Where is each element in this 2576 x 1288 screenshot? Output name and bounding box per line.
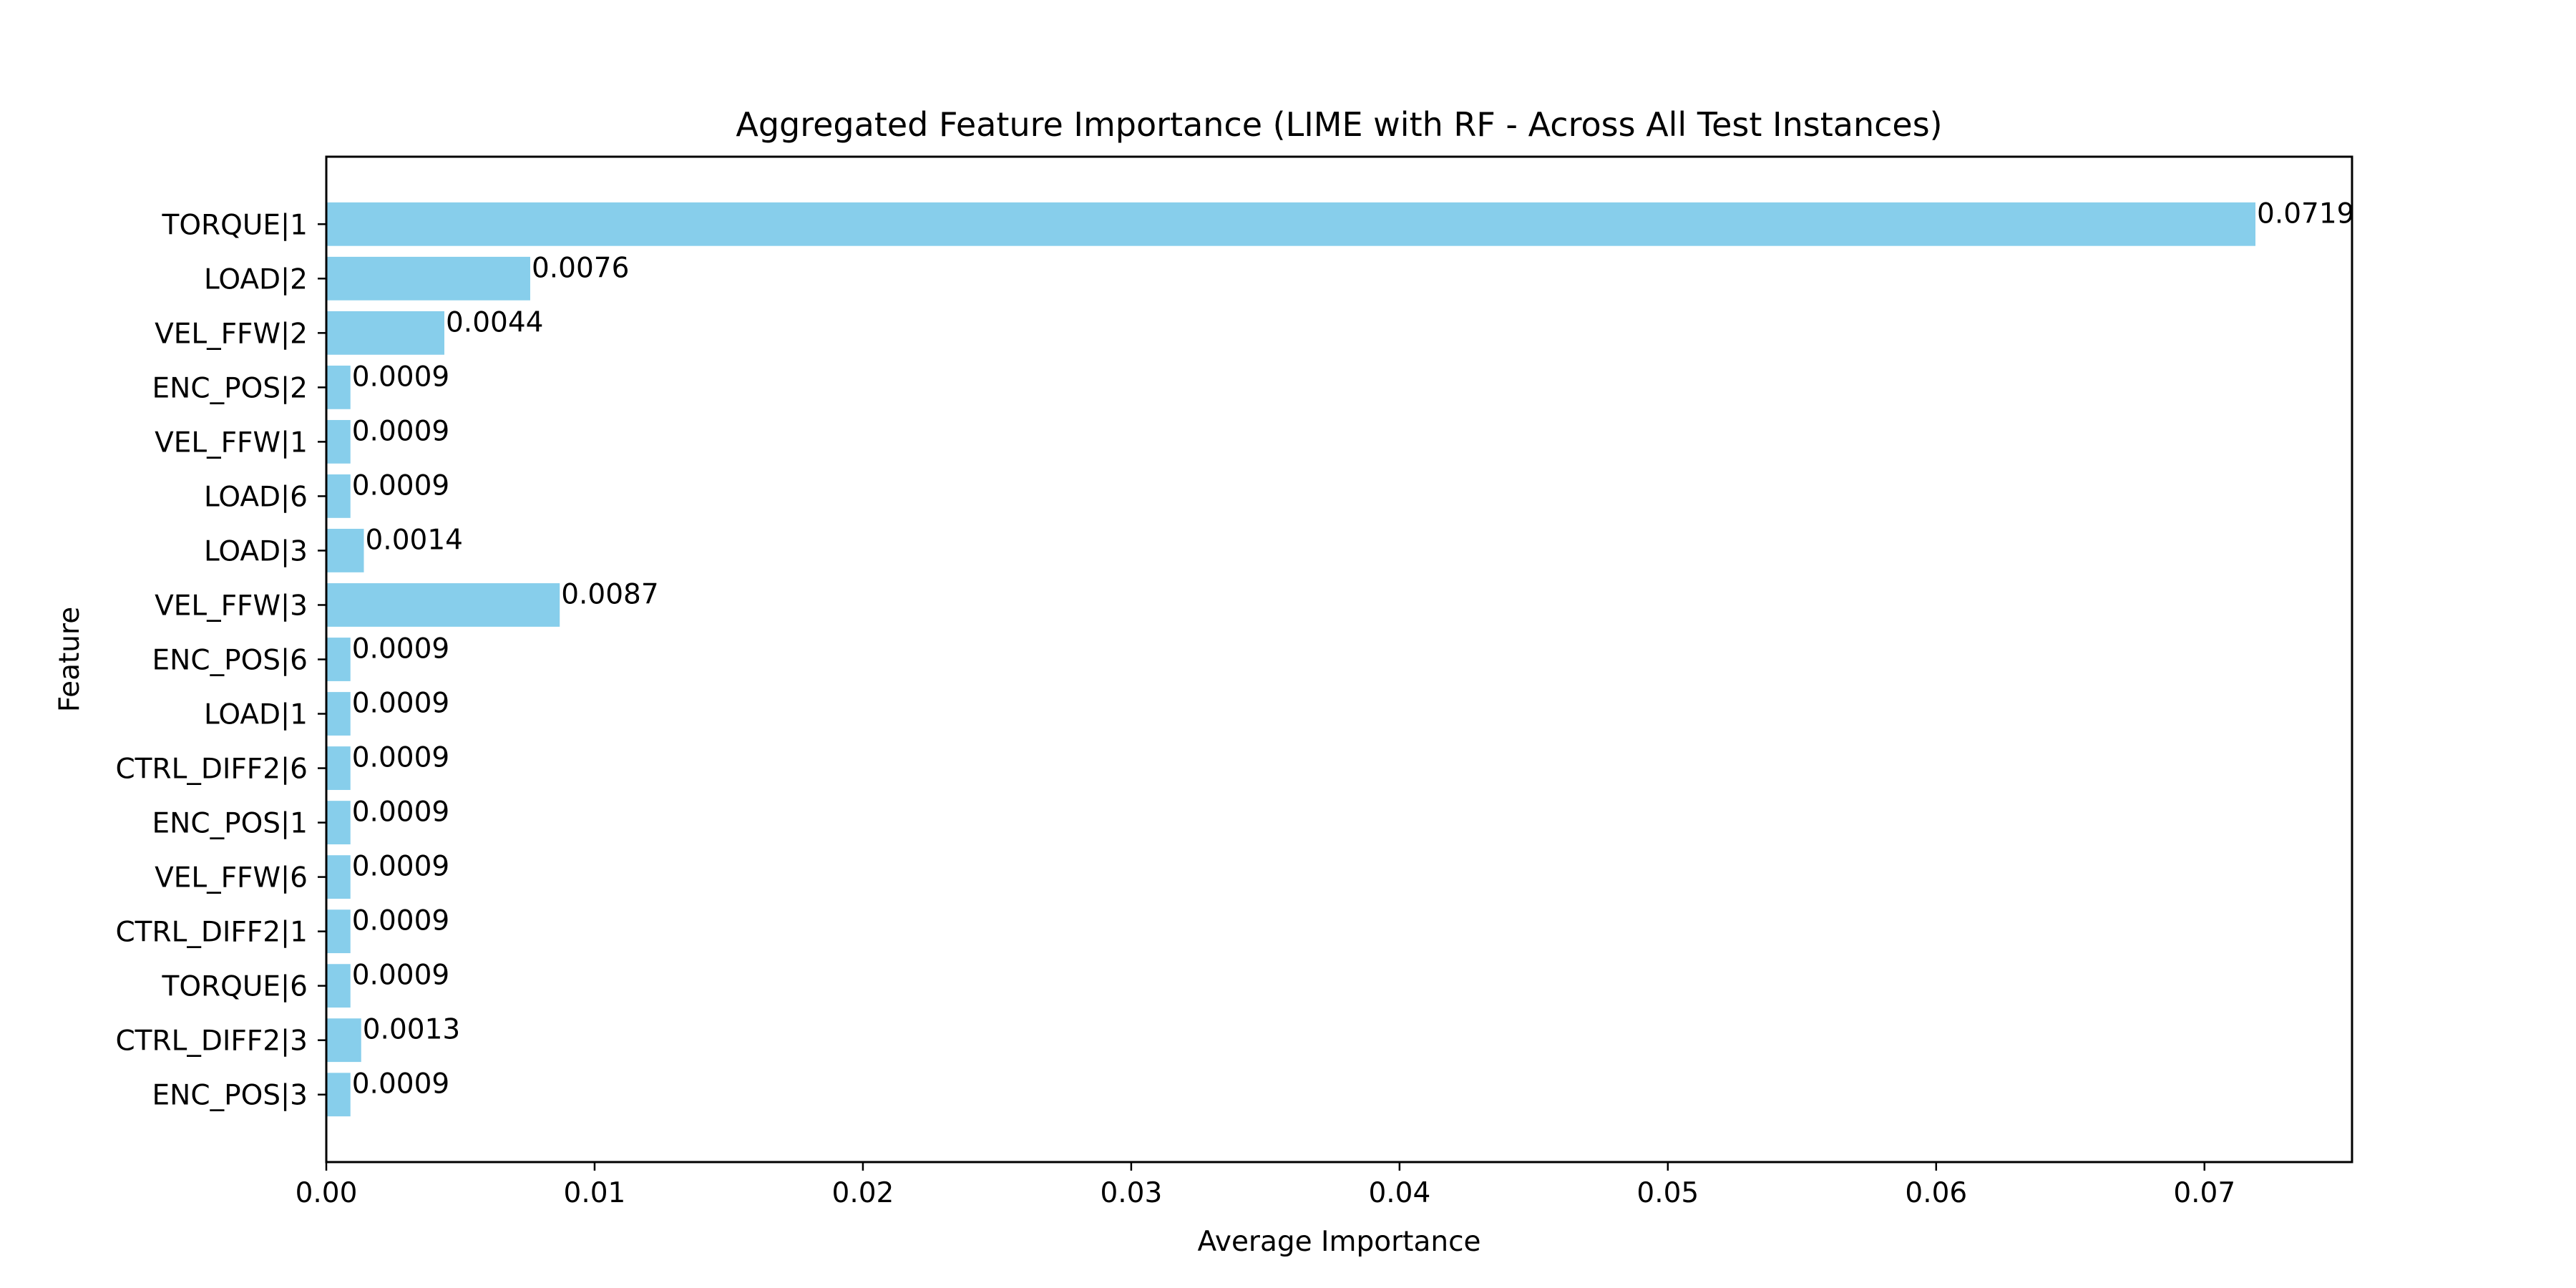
y-tick-label: VEL_FFW|1 xyxy=(155,426,308,459)
y-tick-label: LOAD|3 xyxy=(204,535,308,567)
data-label: 0.0009 xyxy=(352,796,449,829)
bar xyxy=(326,746,351,790)
y-tick-label: CTRL_DIFF2|1 xyxy=(115,917,308,949)
data-label: 0.0014 xyxy=(365,524,462,556)
y-tick-label: ENC_POS|3 xyxy=(152,1080,308,1112)
y-tick-label: LOAD|6 xyxy=(204,481,308,513)
y-tick-label: ENC_POS|6 xyxy=(152,645,308,677)
data-label: 0.0009 xyxy=(352,361,449,393)
data-label: 0.0076 xyxy=(532,252,629,284)
y-tick-label: LOAD|2 xyxy=(204,263,308,296)
x-tick-label: 0.04 xyxy=(1368,1177,1430,1209)
y-tick-label: TORQUE|1 xyxy=(162,209,308,241)
y-tick-label: LOAD|1 xyxy=(204,699,308,731)
bar xyxy=(326,909,351,954)
data-label: 0.0719 xyxy=(2257,197,2354,230)
y-tick-label: VEL_FFW|3 xyxy=(155,590,308,622)
x-tick-label: 0.03 xyxy=(1100,1177,1162,1209)
x-tick-label: 0.02 xyxy=(832,1177,894,1209)
bar xyxy=(326,855,351,899)
data-label: 0.0009 xyxy=(352,633,449,665)
bar xyxy=(326,1073,351,1117)
x-tick-label: 0.07 xyxy=(2173,1177,2235,1209)
data-label: 0.0013 xyxy=(363,1014,460,1046)
bar xyxy=(326,365,351,409)
data-label: 0.0087 xyxy=(561,578,658,610)
data-label: 0.0009 xyxy=(352,905,449,937)
data-label: 0.0044 xyxy=(446,306,543,338)
x-tick-label: 0.06 xyxy=(1905,1177,1967,1209)
y-tick-label: ENC_POS|2 xyxy=(152,372,308,404)
bar xyxy=(326,801,351,844)
data-label: 0.0009 xyxy=(352,469,449,502)
x-tick-label: 0.01 xyxy=(564,1177,626,1209)
data-label: 0.0009 xyxy=(352,851,449,883)
y-axis-ticks: TORQUE|1 LOAD|2 VEL_FFW|2 ENC_POS|2 VEL_FFW|… xyxy=(115,209,326,1112)
bar xyxy=(326,202,2256,246)
bars xyxy=(326,202,2256,1117)
bar xyxy=(326,964,351,1008)
y-tick-label: ENC_POS|1 xyxy=(152,808,308,840)
data-labels: 0.0719 0.0076 0.0044 0.0009 0.0009 0.0009 0.00… xyxy=(352,197,2355,1100)
data-label: 0.0009 xyxy=(352,1068,449,1101)
bar xyxy=(326,638,351,681)
x-tick-label: 0.00 xyxy=(296,1177,358,1209)
y-tick-label: TORQUE|6 xyxy=(162,971,308,1003)
bar xyxy=(326,311,444,355)
bar xyxy=(326,692,351,736)
bar xyxy=(326,1018,361,1063)
x-axis-label: Average Importance xyxy=(1197,1226,1480,1258)
x-axis-ticks: 0.00 0.01 0.02 0.03 0.04 0.05 0.06 0.07 xyxy=(296,1162,2235,1209)
data-label: 0.0009 xyxy=(352,960,449,992)
bar xyxy=(326,583,560,627)
bar xyxy=(326,474,351,518)
x-tick-label: 0.05 xyxy=(1636,1177,1699,1209)
bar xyxy=(326,529,364,572)
data-label: 0.0009 xyxy=(352,415,449,447)
y-tick-label: VEL_FFW|6 xyxy=(155,862,308,894)
data-label: 0.0009 xyxy=(352,742,449,774)
y-tick-label: VEL_FFW|2 xyxy=(155,318,308,350)
data-label: 0.0009 xyxy=(352,688,449,720)
bar xyxy=(326,419,351,464)
y-tick-label: CTRL_DIFF2|3 xyxy=(115,1025,308,1058)
chart-title: Aggregated Feature Importance (LIME with… xyxy=(736,105,1942,144)
y-axis-label: Feature xyxy=(54,607,86,712)
bar xyxy=(326,256,530,301)
y-tick-label: CTRL_DIFF2|6 xyxy=(115,753,308,786)
